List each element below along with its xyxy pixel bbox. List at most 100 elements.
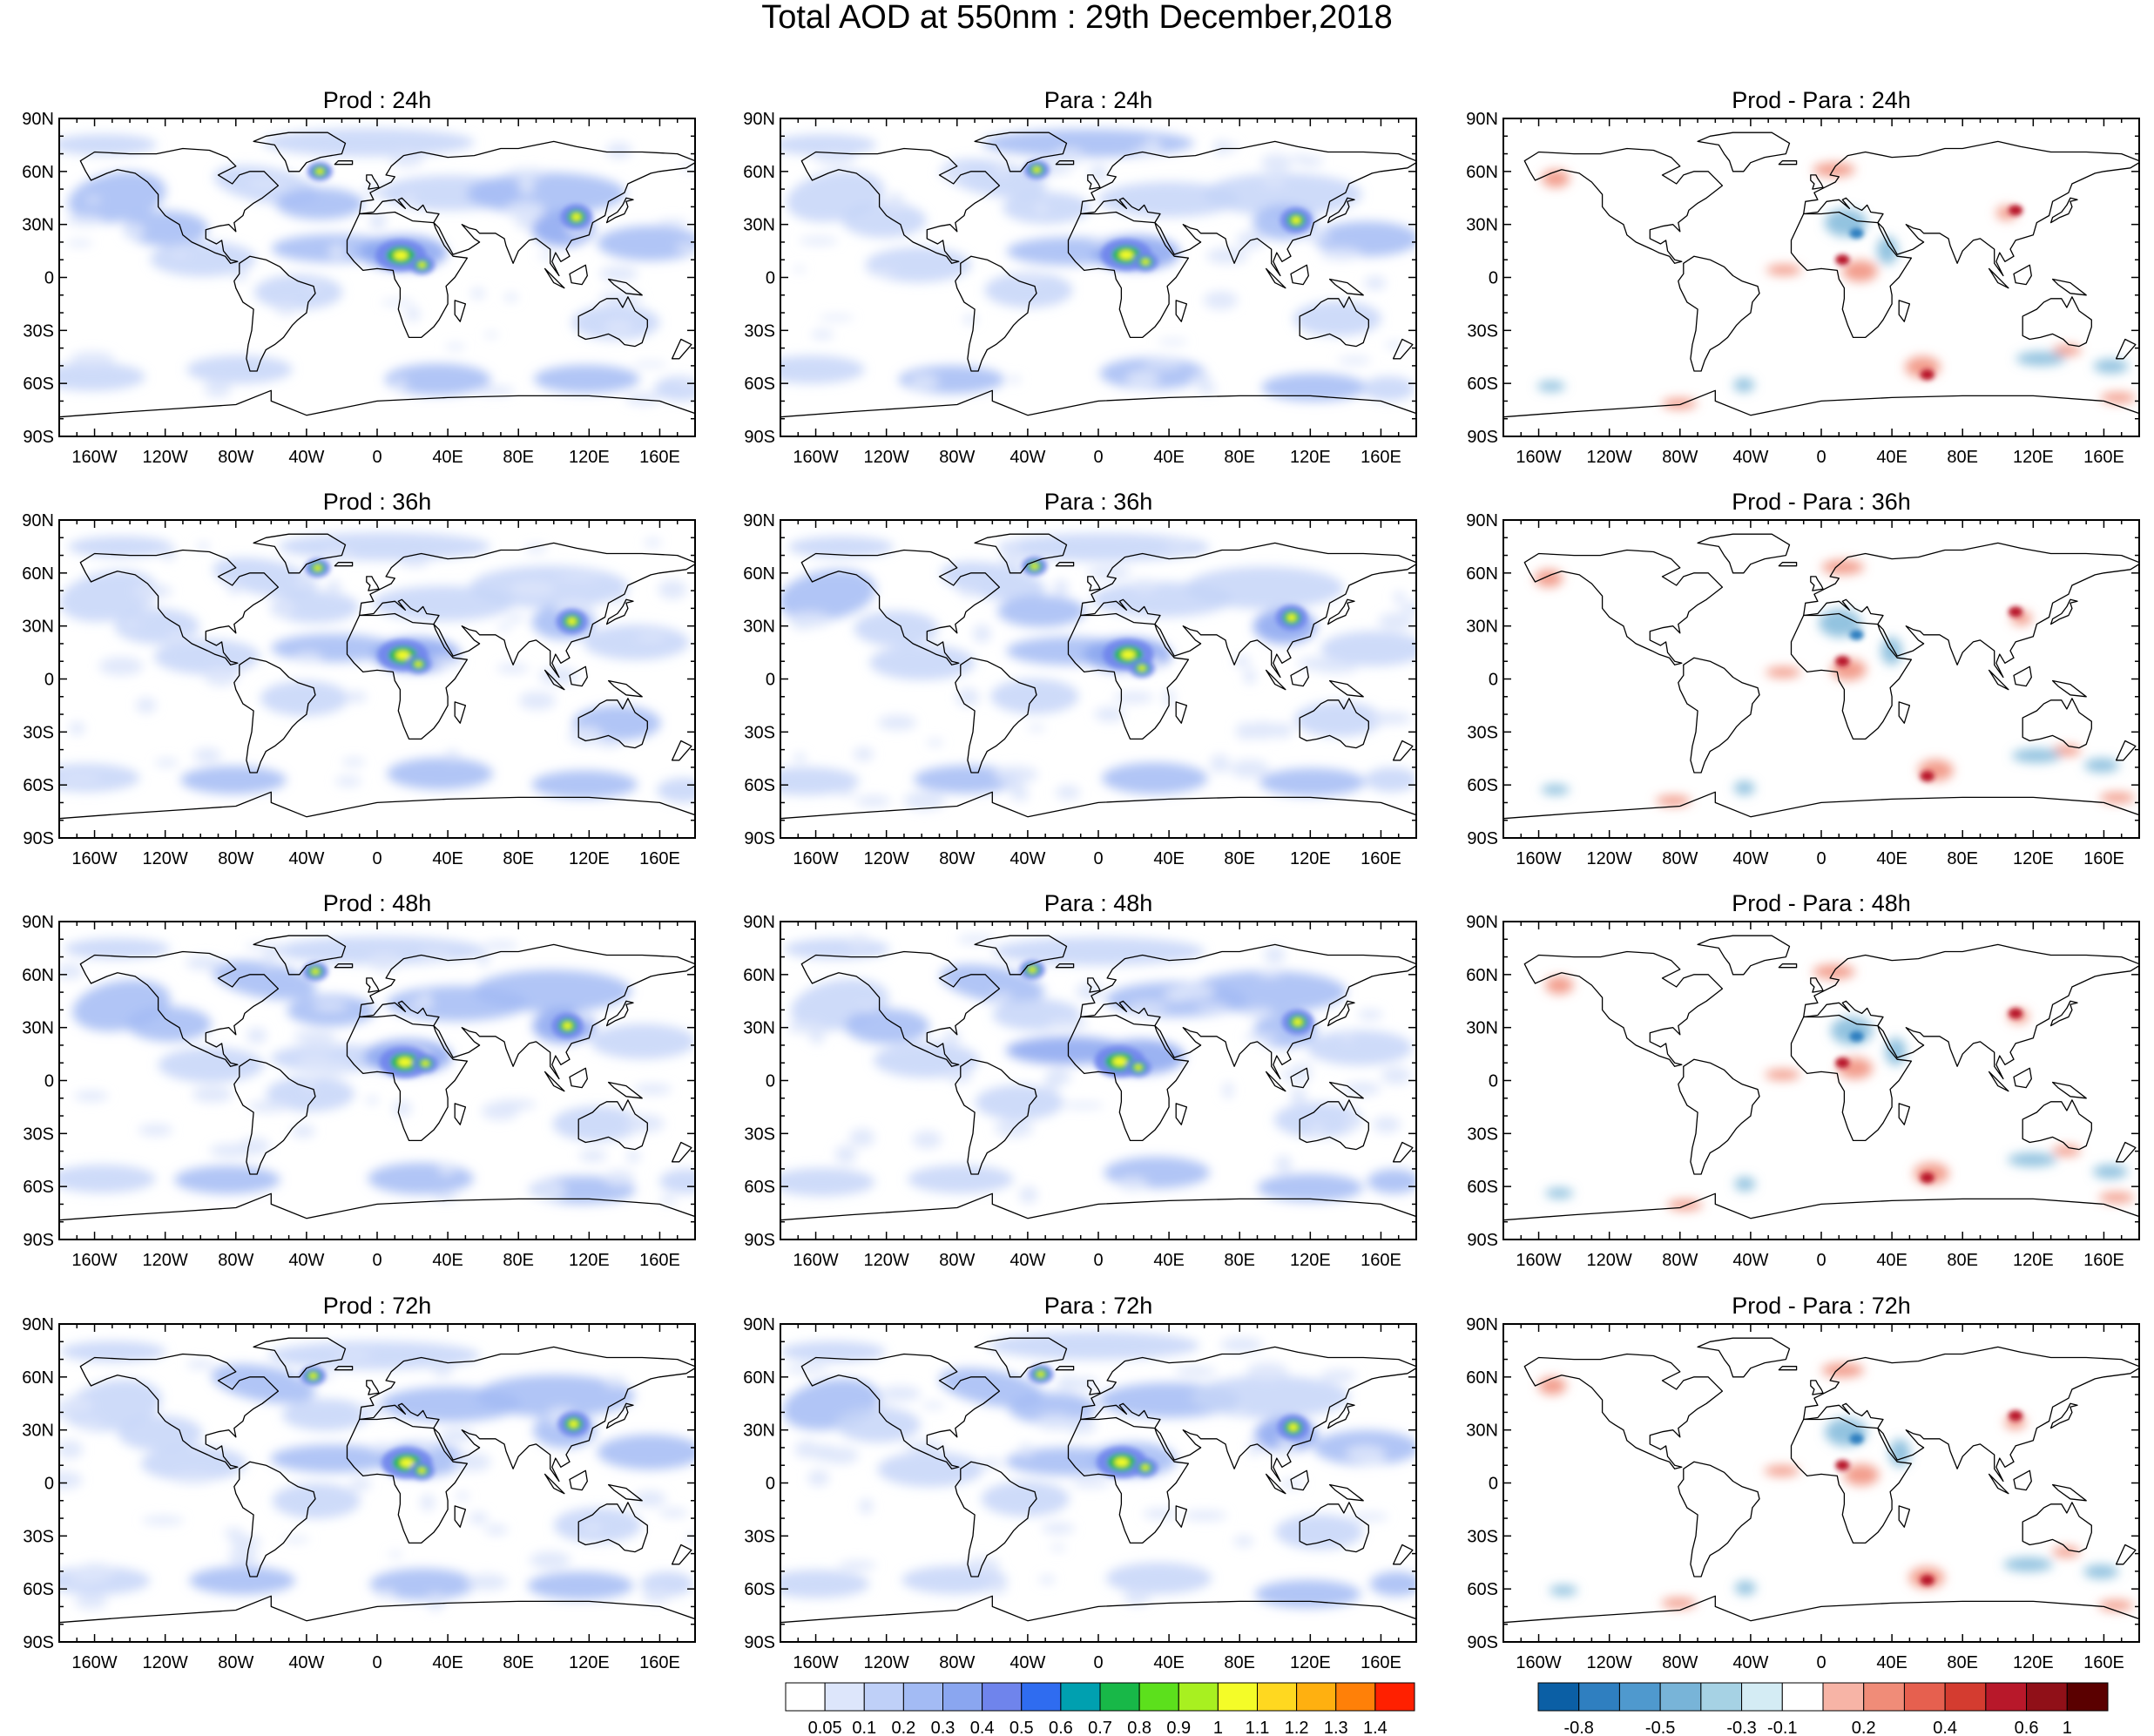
lon-tick-label: 80E bbox=[1224, 1653, 1255, 1672]
map-panel: Prod : 36h 90N 60N 30N 0 30S 60S 90S 160W 120W 80W… bbox=[22, 489, 696, 868]
lon-tick-label: 40W bbox=[1732, 849, 1768, 868]
lon-tick-label: 160W bbox=[71, 1251, 117, 1270]
colorbar-swatch bbox=[1257, 1682, 1298, 1712]
lat-tick-label: 60N bbox=[1466, 564, 1498, 584]
lat-tick-label: 30S bbox=[1467, 1125, 1498, 1144]
lon-tick-label: 80W bbox=[218, 1653, 253, 1672]
lon-tick-label: 120W bbox=[143, 1251, 188, 1270]
colorbar-swatch bbox=[1781, 1682, 1824, 1712]
colorbar-label: 1.1 bbox=[1246, 1719, 1270, 1736]
lat-tick-label: 30S bbox=[23, 723, 54, 742]
lat-tick-label: 30N bbox=[22, 1422, 54, 1441]
coastlines bbox=[780, 132, 1416, 418]
lon-tick-label: 0 bbox=[1093, 448, 1103, 467]
lat-tick-label: 30N bbox=[743, 1422, 775, 1441]
colorbar-swatch bbox=[1178, 1682, 1219, 1712]
aod-field bbox=[1503, 922, 2139, 1240]
lon-tick-label: 120W bbox=[1587, 1251, 1632, 1270]
aod-field bbox=[780, 1324, 1416, 1642]
lon-tick-label: 160E bbox=[639, 849, 680, 868]
lon-tick-label: 160E bbox=[639, 1653, 680, 1672]
lon-tick-label: 40W bbox=[288, 849, 324, 868]
lat-tick-label: 90N bbox=[22, 913, 54, 932]
coastlines bbox=[59, 1337, 695, 1624]
lat-tick-label: 30S bbox=[23, 1125, 54, 1144]
colorbar-swatch bbox=[824, 1682, 865, 1712]
lat-tick-label: 60N bbox=[22, 163, 54, 182]
lon-tick-label: 160W bbox=[71, 1653, 117, 1672]
lat-tick-label: 60N bbox=[1466, 163, 1498, 182]
lon-tick-label: 80E bbox=[1224, 849, 1255, 868]
colorbar-swatch bbox=[1903, 1682, 1946, 1712]
lat-tick-label: 90S bbox=[1467, 1633, 1498, 1652]
lon-tick-label: 80E bbox=[503, 448, 534, 467]
lon-tick-label: 0 bbox=[1093, 1653, 1103, 1672]
lat-tick-label: 60N bbox=[743, 1368, 775, 1388]
lon-tick-label: 0 bbox=[1816, 448, 1826, 467]
aod-field bbox=[59, 922, 695, 1240]
lon-tick-label: 80E bbox=[1947, 849, 1978, 868]
lat-tick-label: 30N bbox=[743, 618, 775, 637]
panel-title: Para : 48h bbox=[1044, 890, 1153, 916]
lat-tick-label: 90S bbox=[1467, 829, 1498, 848]
lon-tick-label: 40E bbox=[1876, 849, 1908, 868]
lat-tick-label: 0 bbox=[44, 671, 54, 690]
lat-tick-label: 0 bbox=[766, 1072, 775, 1091]
colorbar-label: 0.4 bbox=[1933, 1719, 1957, 1736]
colorbar-label: -0.3 bbox=[1726, 1719, 1756, 1736]
colorbar-label: 1 bbox=[1213, 1719, 1223, 1736]
lat-tick-label: 30S bbox=[1467, 321, 1498, 341]
lon-tick-label: 160E bbox=[1361, 849, 1401, 868]
colorbar-label: 0.6 bbox=[1049, 1719, 1073, 1736]
lon-tick-label: 120W bbox=[1587, 448, 1632, 467]
lon-tick-label: 160W bbox=[1516, 448, 1561, 467]
lon-tick-label: 80W bbox=[218, 849, 253, 868]
aod-field bbox=[59, 118, 695, 436]
map-panel: Para : 24h 90N 60N 30N 0 30S 60S 90S 160W 120W 80W… bbox=[743, 87, 1417, 467]
lon-tick-label: 80E bbox=[1947, 448, 1978, 467]
colorbar-swatch bbox=[1060, 1682, 1101, 1712]
colorbar-swatch bbox=[942, 1682, 983, 1712]
aod-field bbox=[780, 118, 1416, 436]
lon-tick-label: 160W bbox=[1516, 1653, 1561, 1672]
coastlines bbox=[1503, 533, 2139, 820]
panel-title: Prod : 72h bbox=[323, 1293, 432, 1319]
lon-tick-label: 160W bbox=[1516, 849, 1561, 868]
aod-field bbox=[1503, 1324, 2139, 1642]
lon-tick-label: 120E bbox=[1290, 1251, 1331, 1270]
colorbar-label: -0.1 bbox=[1767, 1719, 1797, 1736]
lon-tick-label: 120E bbox=[1290, 1653, 1331, 1672]
coastlines bbox=[59, 935, 695, 1221]
colorbar-label: 0.2 bbox=[891, 1719, 915, 1736]
lat-tick-label: 0 bbox=[766, 671, 775, 690]
lon-tick-label: 40E bbox=[1876, 1653, 1908, 1672]
colorbar-swatch bbox=[785, 1682, 826, 1712]
lat-tick-label: 90S bbox=[1467, 1231, 1498, 1250]
lon-tick-label: 80W bbox=[1662, 1251, 1698, 1270]
map-panel: Para : 72h 90N 60N 30N 0 30S 60S 90S 160W 120W 80W… bbox=[743, 1293, 1417, 1672]
colorbar-label: 0.3 bbox=[931, 1719, 955, 1736]
panel-title: Prod - Para : 72h bbox=[1732, 1293, 1911, 1319]
lat-tick-label: 90N bbox=[1466, 110, 1498, 129]
panel-title: Para : 24h bbox=[1044, 87, 1153, 113]
colorbar-label: 0.1 bbox=[852, 1719, 876, 1736]
lat-tick-label: 90S bbox=[1467, 428, 1498, 447]
lon-tick-label: 40W bbox=[1009, 1251, 1045, 1270]
lon-tick-label: 120E bbox=[569, 849, 610, 868]
lon-tick-label: 80W bbox=[1662, 1653, 1698, 1672]
lon-tick-label: 40W bbox=[288, 1653, 324, 1672]
colorbar-swatch bbox=[1985, 1682, 2028, 1712]
lon-tick-label: 120W bbox=[864, 1653, 909, 1672]
lon-tick-label: 40W bbox=[1732, 1653, 1768, 1672]
map-panel: Para : 48h 90N 60N 30N 0 30S 60S 90S 160W 120W 80W… bbox=[743, 890, 1417, 1270]
lon-tick-label: 40E bbox=[432, 448, 463, 467]
lon-tick-label: 160E bbox=[1361, 1653, 1401, 1672]
coastlines bbox=[780, 935, 1416, 1221]
lon-tick-label: 160E bbox=[2083, 849, 2124, 868]
lon-tick-label: 40W bbox=[288, 1251, 324, 1270]
map-panel: Para : 36h 90N 60N 30N 0 30S 60S 90S 160W 120W 80W… bbox=[743, 489, 1417, 868]
lon-tick-label: 80W bbox=[1662, 849, 1698, 868]
lat-tick-label: 60N bbox=[743, 163, 775, 182]
lat-tick-label: 60S bbox=[1467, 1178, 1498, 1197]
